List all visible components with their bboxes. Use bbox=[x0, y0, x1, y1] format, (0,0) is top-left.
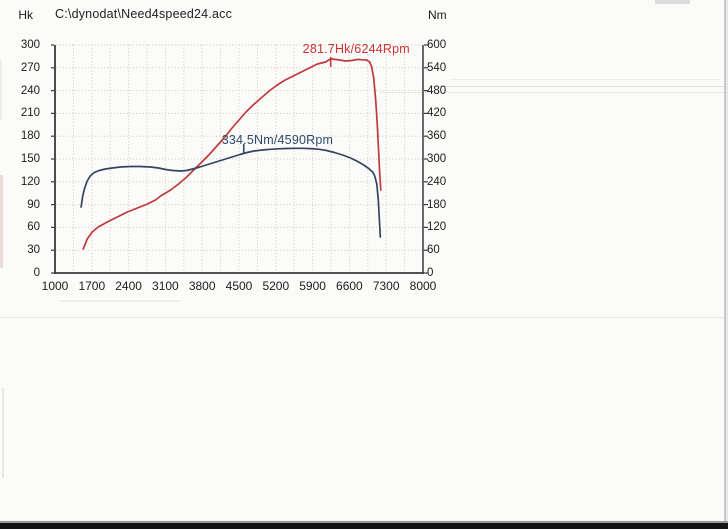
left-axis-tick-label: 270 bbox=[20, 61, 40, 74]
x-axis-tick-label: 3800 bbox=[188, 279, 216, 293]
power-peak-annotation: 281.7Hk/6244Rpm bbox=[302, 41, 410, 56]
right-axis-tick-label: 480 bbox=[427, 84, 447, 97]
right-axis-tick-label: 540 bbox=[427, 61, 447, 74]
x-axis-tick-label: 3100 bbox=[152, 279, 179, 293]
left-axis-tick-label: 240 bbox=[20, 84, 40, 97]
left-axis-tick-labels: 300 270 240 210 180 150 120 90 60 30 0 bbox=[0, 0, 40, 300]
x-axis-tick-label: 6600 bbox=[336, 279, 363, 293]
left-axis-tick-label: 0 bbox=[33, 267, 40, 279]
left-axis-tick-label: 150 bbox=[20, 153, 40, 165]
x-axis-tick-label: 5900 bbox=[299, 279, 326, 293]
left-axis-unit-label: Hk bbox=[18, 8, 33, 22]
right-axis-tick-label: 420 bbox=[427, 107, 447, 120]
x-axis-tick-label: 1700 bbox=[78, 279, 106, 293]
left-axis-tick-label: 90 bbox=[27, 198, 40, 211]
left-axis-tick-label: 60 bbox=[27, 221, 40, 234]
right-axis-tick-label: 300 bbox=[427, 153, 447, 165]
x-axis-tick-label: 2400 bbox=[115, 279, 142, 293]
right-axis-tick-labels: 600 540 480 420 360 300 240 180 120 60 0 bbox=[427, 0, 467, 300]
x-axis-tick-label: 8000 bbox=[409, 279, 437, 293]
right-axis-tick-label: 120 bbox=[427, 221, 447, 234]
left-axis-tick-label: 30 bbox=[27, 244, 40, 257]
torque-peak-annotation: 334.5Nm/4590Rpm bbox=[221, 132, 334, 147]
right-axis-tick-label: 180 bbox=[427, 198, 447, 211]
left-axis-tick-label: 210 bbox=[20, 107, 40, 120]
right-axis-tick-label: 240 bbox=[427, 175, 447, 188]
x-axis-tick-label: 7300 bbox=[372, 279, 400, 293]
torque-curve bbox=[80, 147, 382, 238]
x-axis-tick-labels: 1000 1700 2400 3100 3800 4500 5200 5900 6600 7300… bbox=[0, 279, 728, 295]
left-axis-tick-label: 180 bbox=[20, 130, 40, 143]
left-axis-tick-label: 120 bbox=[20, 175, 40, 188]
x-axis-tick-label: 5200 bbox=[262, 279, 290, 293]
left-axis-tick-label: 300 bbox=[20, 39, 40, 51]
right-axis-tick-label: 60 bbox=[427, 244, 440, 257]
x-axis-tick-label: 4500 bbox=[225, 279, 253, 293]
right-axis-tick-label: 0 bbox=[427, 267, 434, 279]
x-axis-tick-label: 1000 bbox=[41, 279, 69, 293]
right-axis-tick-label: 360 bbox=[427, 130, 447, 143]
file-path: C:\dynodat\Need4speed24.acc bbox=[55, 7, 233, 21]
right-axis-unit-label: Nm bbox=[428, 8, 447, 22]
power-curve bbox=[82, 58, 382, 250]
right-axis-tick-label: 600 bbox=[427, 39, 447, 51]
